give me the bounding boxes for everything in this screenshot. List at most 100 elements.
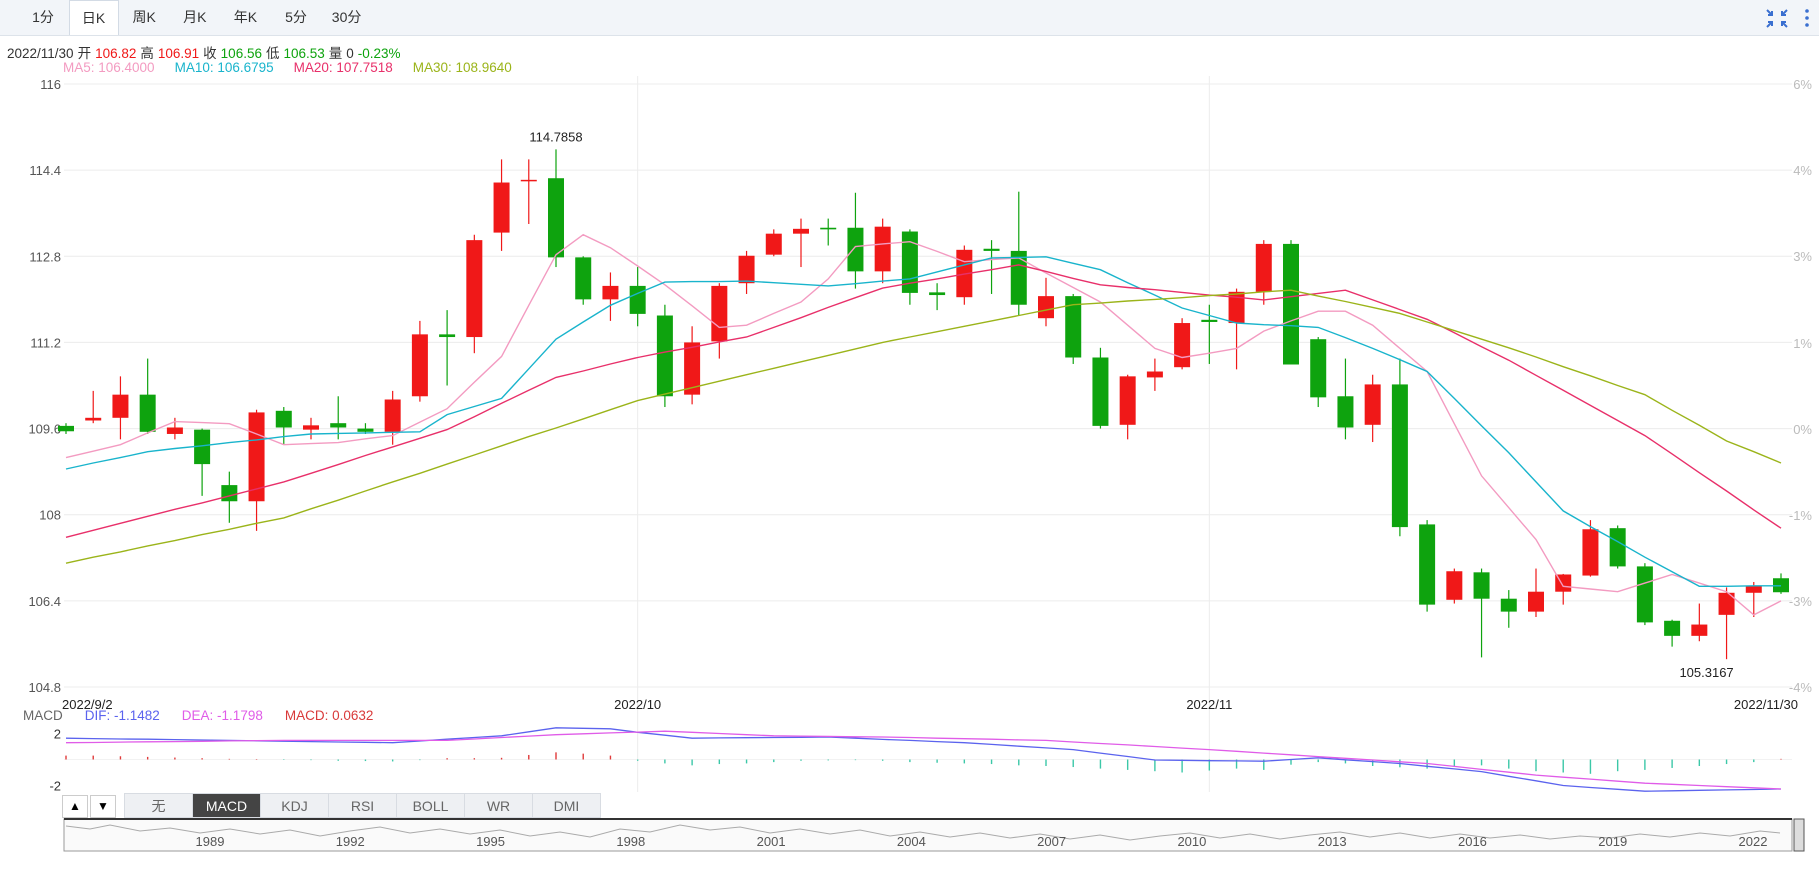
candle-body (711, 285, 728, 342)
candle-body (1174, 323, 1191, 368)
legend-entry: MA5: 106.4000 (63, 60, 155, 75)
navigator-handle[interactable] (1793, 818, 1805, 852)
menu-dot[interactable] (1805, 23, 1809, 27)
candle-body (303, 425, 319, 430)
period-tab[interactable]: 30分 (331, 9, 362, 25)
macd-bar (473, 758, 476, 760)
y2-tick-label: -3% (1789, 594, 1813, 609)
indicator-tab[interactable]: KDJ (260, 793, 329, 818)
macd-bar (500, 757, 503, 760)
macd-bar (283, 759, 285, 760)
candle-body (1010, 250, 1027, 305)
macd-bar (1344, 759, 1347, 764)
candle-body (411, 334, 428, 397)
candle-body (1038, 296, 1054, 319)
navigator-year: 1989 (196, 834, 225, 849)
macd-bar (1263, 759, 1265, 770)
macd-bar (1725, 759, 1728, 765)
candle-body (548, 178, 564, 258)
candle-body (221, 485, 238, 502)
navigator-frame[interactable] (63, 818, 1793, 852)
period-tab[interactable]: 1分 (32, 9, 54, 25)
low-value: 106.53 (283, 46, 325, 61)
macd-bar (582, 753, 584, 760)
candle-body (1500, 598, 1517, 612)
x-tick-label: 2022/11/30 (1734, 697, 1798, 712)
indicator-tab[interactable]: BOLL (396, 793, 465, 818)
menu-dot[interactable] (1805, 16, 1809, 20)
toolbar-icons (1766, 9, 1809, 28)
candle-body (1364, 384, 1381, 425)
candle-body (1283, 243, 1299, 365)
candle-body (248, 412, 265, 502)
navigator-year: 2001 (757, 834, 786, 849)
macd-bar (228, 758, 231, 760)
macd-bar (881, 759, 884, 761)
y-tick-label: 106.4 (28, 594, 61, 609)
macd-line (65, 727, 1782, 792)
candle-body (520, 179, 537, 182)
macd-bar (1317, 759, 1319, 763)
ma-line (65, 256, 1781, 587)
indicator-tab[interactable]: DMI (532, 793, 601, 818)
candle-body (1718, 592, 1735, 615)
candle-body (330, 423, 347, 428)
candle-body (275, 410, 292, 428)
candle-body (1337, 396, 1354, 428)
up-button[interactable]: ▲ (62, 795, 88, 818)
extreme-label: 105.3167 (1679, 665, 1733, 680)
navigator-year: 1998 (616, 834, 645, 849)
indicator-tab[interactable]: RSI (328, 793, 397, 818)
macd-bar (1018, 759, 1020, 766)
legend-entry: DIF: -1.1482 (84, 708, 160, 723)
navigator-year: 2016 (1458, 834, 1487, 849)
x-tick-label: 2022/11 (1186, 697, 1232, 712)
macd-bar (419, 759, 421, 761)
ma-line (65, 233, 1782, 616)
period-tab[interactable]: 日K (68, 0, 119, 35)
y-tick-label: 104.8 (28, 680, 61, 695)
macd-bar (1126, 759, 1129, 770)
legend-entry: MA20: 107.7518 (293, 60, 393, 75)
macd-bar (609, 755, 612, 760)
x-tick-label: 2022/10 (614, 697, 661, 712)
y-tick-label: 2 (54, 727, 61, 742)
macd-bar (1589, 759, 1592, 774)
down-button[interactable]: ▼ (90, 795, 116, 818)
low-label: 低 (265, 46, 280, 61)
period-tab[interactable]: 5分 (285, 9, 307, 25)
period-tab[interactable]: 年K (233, 9, 258, 25)
candle-body (384, 399, 401, 432)
toolbar: 1分 日K 周K 月K 年K 5分 30分 (0, 0, 1819, 36)
macd-bar (664, 759, 666, 764)
macd-bar (555, 752, 557, 760)
y-tick-label: 114.4 (29, 163, 61, 178)
period-tab[interactable]: 月K (183, 9, 207, 25)
quote-date: 2022/11/30 (7, 46, 74, 61)
volume-value: 0 (346, 46, 354, 61)
period-tab[interactable]: 周K (132, 9, 156, 25)
candle-body (765, 233, 782, 255)
macd-bar (1480, 759, 1483, 766)
candle-body (874, 226, 891, 272)
macd-bar (1045, 759, 1047, 766)
legend-entry: MA30: 108.9640 (412, 60, 512, 75)
y2-tick-label: -1% (1789, 508, 1813, 523)
legend-entry: MACD: 0.0632 (284, 708, 374, 723)
candle-body (1201, 319, 1218, 322)
collapse-icon[interactable] (1766, 9, 1788, 28)
macd-bar (255, 759, 258, 760)
candle-body (166, 427, 183, 434)
indicator-tab[interactable]: 无 (124, 793, 193, 818)
indicator-tabs: 无 MACD KDJ RSI BOLL WR DMI (124, 793, 601, 818)
menu-dot[interactable] (1805, 9, 1809, 13)
macd-bar (1698, 759, 1701, 766)
indicator-tab[interactable]: MACD (192, 793, 261, 818)
macd-bar (92, 755, 94, 760)
indicator-tab[interactable]: WR (464, 793, 533, 818)
candle-body (602, 285, 619, 300)
candle-body (357, 428, 374, 432)
close-label: 收 (203, 46, 217, 61)
candle-body (1582, 529, 1599, 576)
